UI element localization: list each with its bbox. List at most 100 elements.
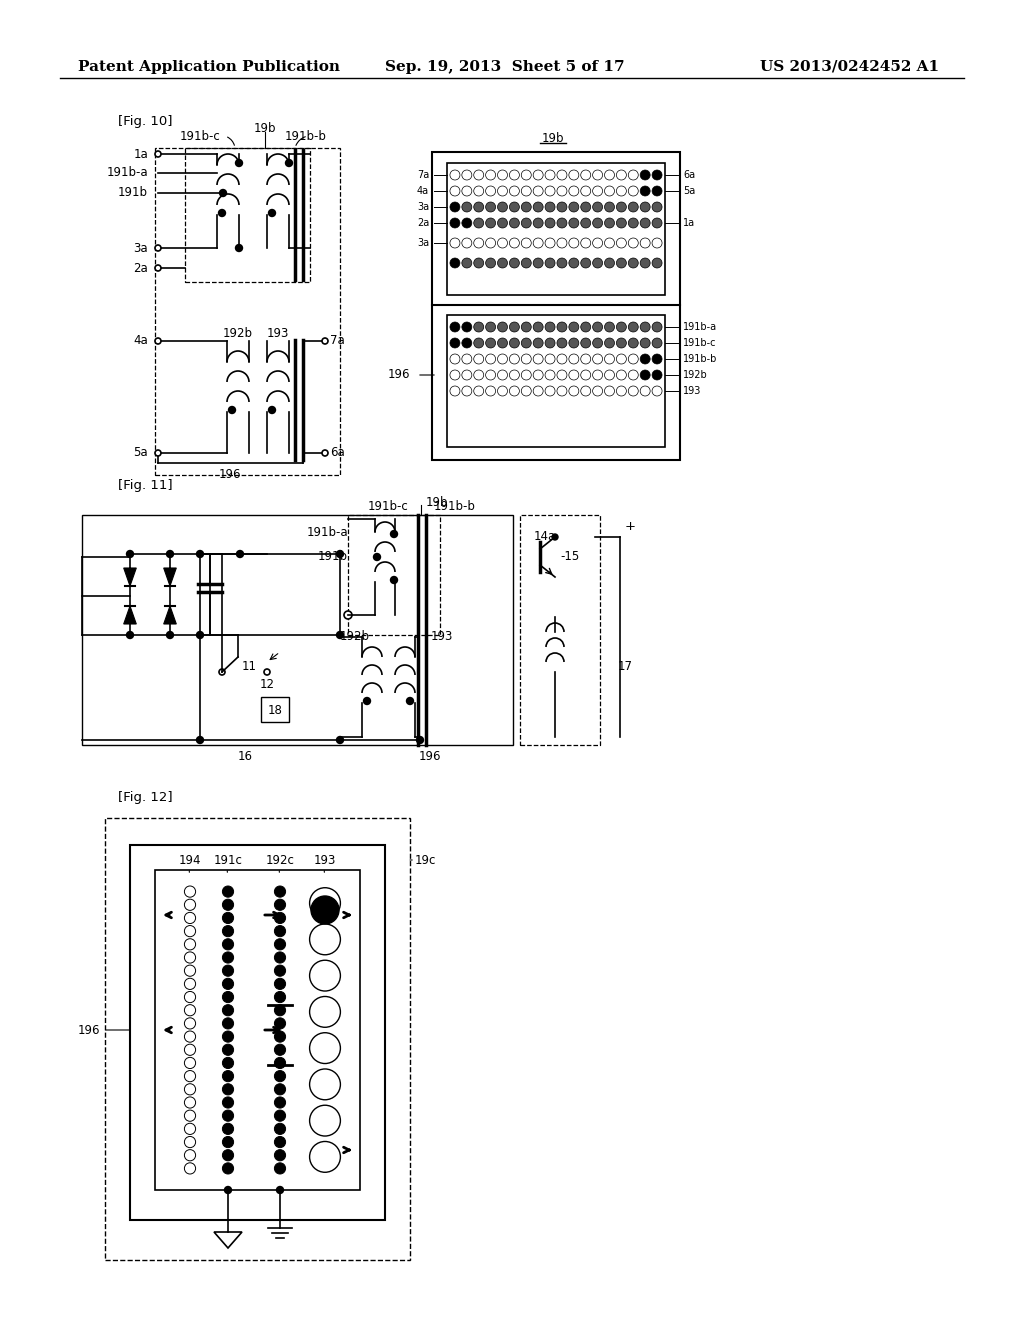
Circle shape <box>474 354 483 364</box>
Text: 191b-b: 191b-b <box>683 354 718 364</box>
Circle shape <box>616 370 627 380</box>
Circle shape <box>545 354 555 364</box>
Text: 2a: 2a <box>133 261 148 275</box>
Circle shape <box>450 385 460 396</box>
Circle shape <box>450 257 460 268</box>
Polygon shape <box>124 606 136 624</box>
Circle shape <box>640 186 650 195</box>
Circle shape <box>264 669 270 675</box>
Circle shape <box>640 257 650 268</box>
Circle shape <box>629 238 638 248</box>
Circle shape <box>274 978 286 990</box>
Circle shape <box>236 160 243 166</box>
Circle shape <box>498 202 508 213</box>
Circle shape <box>545 370 555 380</box>
Circle shape <box>521 322 531 333</box>
Circle shape <box>450 170 460 180</box>
Text: 6a: 6a <box>683 170 695 180</box>
Bar <box>155 148 340 475</box>
Circle shape <box>268 210 275 216</box>
Circle shape <box>274 1044 286 1056</box>
Circle shape <box>311 896 339 924</box>
Circle shape <box>616 322 627 333</box>
Circle shape <box>557 338 567 348</box>
Circle shape <box>569 186 579 195</box>
Circle shape <box>521 370 531 380</box>
Circle shape <box>521 186 531 195</box>
Circle shape <box>462 370 472 380</box>
Text: 193: 193 <box>313 854 336 866</box>
Circle shape <box>640 354 650 364</box>
Circle shape <box>604 186 614 195</box>
Circle shape <box>498 338 508 348</box>
Circle shape <box>485 170 496 180</box>
Circle shape <box>274 952 286 964</box>
Circle shape <box>155 450 161 455</box>
Bar <box>82 515 513 744</box>
Circle shape <box>509 186 519 195</box>
Circle shape <box>274 899 286 911</box>
Circle shape <box>197 737 204 743</box>
Text: 191b: 191b <box>318 550 348 564</box>
Circle shape <box>629 257 638 268</box>
Text: 191b-c: 191b-c <box>683 338 717 348</box>
Circle shape <box>219 669 225 675</box>
Circle shape <box>184 1163 196 1173</box>
Circle shape <box>545 322 555 333</box>
Circle shape <box>309 1105 340 1137</box>
Text: 11: 11 <box>242 660 257 673</box>
Circle shape <box>629 338 638 348</box>
Bar <box>520 515 600 744</box>
Circle shape <box>521 257 531 268</box>
Circle shape <box>593 202 602 213</box>
Circle shape <box>652 322 663 333</box>
Circle shape <box>184 952 196 964</box>
Circle shape <box>498 186 508 195</box>
Circle shape <box>184 1031 196 1043</box>
Text: 18: 18 <box>267 704 283 717</box>
Circle shape <box>604 385 614 396</box>
Circle shape <box>593 238 602 248</box>
Circle shape <box>155 150 161 157</box>
Text: 191b-b: 191b-b <box>434 499 476 512</box>
Circle shape <box>616 338 627 348</box>
Circle shape <box>337 550 343 557</box>
Circle shape <box>127 550 133 557</box>
Circle shape <box>474 186 483 195</box>
Circle shape <box>616 218 627 228</box>
Circle shape <box>509 170 519 180</box>
Circle shape <box>569 170 579 180</box>
Circle shape <box>534 354 543 364</box>
Circle shape <box>450 370 460 380</box>
Circle shape <box>534 370 543 380</box>
Polygon shape <box>124 568 136 586</box>
Text: 1a: 1a <box>683 218 695 228</box>
Circle shape <box>127 631 133 639</box>
Circle shape <box>344 611 352 619</box>
Circle shape <box>309 997 340 1027</box>
Circle shape <box>604 354 614 364</box>
Circle shape <box>581 385 591 396</box>
Circle shape <box>498 238 508 248</box>
Circle shape <box>616 170 627 180</box>
Circle shape <box>616 186 627 195</box>
Circle shape <box>474 322 483 333</box>
Circle shape <box>521 238 531 248</box>
Circle shape <box>309 924 340 954</box>
Circle shape <box>652 202 663 213</box>
Circle shape <box>374 553 381 561</box>
Circle shape <box>309 1142 340 1172</box>
Text: 191b-c: 191b-c <box>368 499 408 512</box>
Circle shape <box>450 238 460 248</box>
Circle shape <box>474 257 483 268</box>
Text: 5a: 5a <box>133 446 148 459</box>
Circle shape <box>322 450 328 455</box>
Text: 5a: 5a <box>683 186 695 195</box>
Circle shape <box>184 978 196 990</box>
Bar <box>348 515 440 635</box>
Circle shape <box>222 925 233 937</box>
Circle shape <box>509 354 519 364</box>
Circle shape <box>593 186 602 195</box>
Circle shape <box>274 912 286 924</box>
Circle shape <box>485 218 496 228</box>
